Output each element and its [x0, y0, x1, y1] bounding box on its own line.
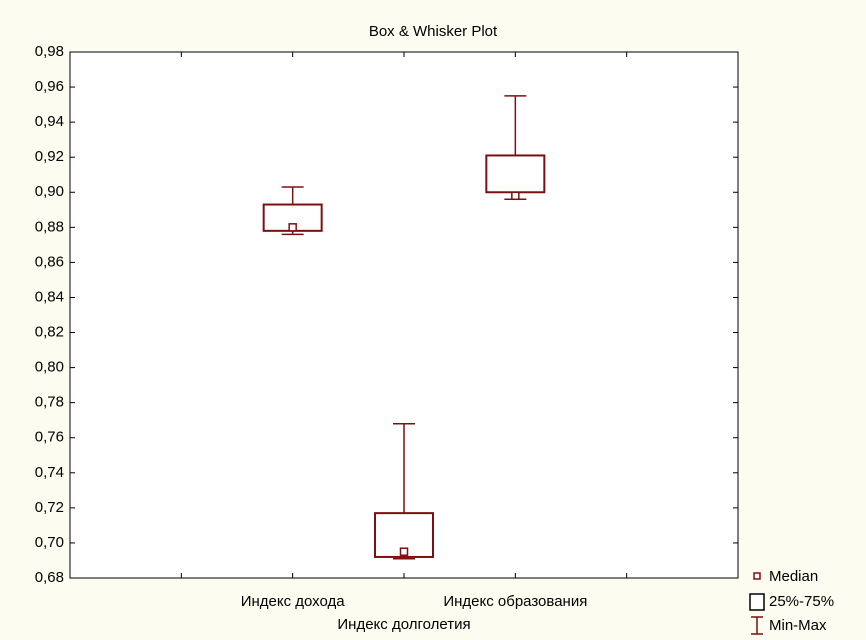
y-tick-label: 0,96 [35, 78, 64, 95]
y-tick-label: 0,90 [35, 183, 64, 200]
legend-label: Median [769, 568, 818, 585]
x-tick-label: Индекс долголетия [337, 616, 470, 633]
y-tick-label: 0,82 [35, 324, 64, 341]
y-tick-label: 0,76 [35, 429, 64, 446]
x-tick-label: Индекс дохода [241, 593, 346, 610]
y-tick-label: 0,68 [35, 569, 64, 586]
y-tick-label: 0,78 [35, 394, 64, 411]
y-tick-label: 0,98 [35, 43, 64, 60]
y-tick-label: 0,88 [35, 218, 64, 235]
box [485, 154, 546, 194]
legend-median-icon [753, 572, 761, 580]
y-tick-label: 0,94 [35, 113, 64, 130]
legend-box-icon [749, 593, 765, 611]
chart-title: Box & Whisker Plot [369, 23, 498, 40]
median [511, 191, 520, 201]
median [288, 223, 297, 232]
y-tick-label: 0,74 [35, 464, 64, 481]
y-tick-label: 0,84 [35, 288, 64, 305]
y-tick-label: 0,92 [35, 148, 64, 165]
y-tick-label: 0,86 [35, 253, 64, 270]
legend-label: 25%-75% [769, 593, 834, 610]
x-tick-label: Индекс образования [443, 593, 587, 610]
legend-label: Min-Max [769, 617, 827, 634]
median [399, 547, 409, 556]
y-tick-label: 0,80 [35, 359, 64, 376]
y-tick-label: 0,72 [35, 499, 64, 516]
y-tick-label: 0,70 [35, 534, 64, 551]
